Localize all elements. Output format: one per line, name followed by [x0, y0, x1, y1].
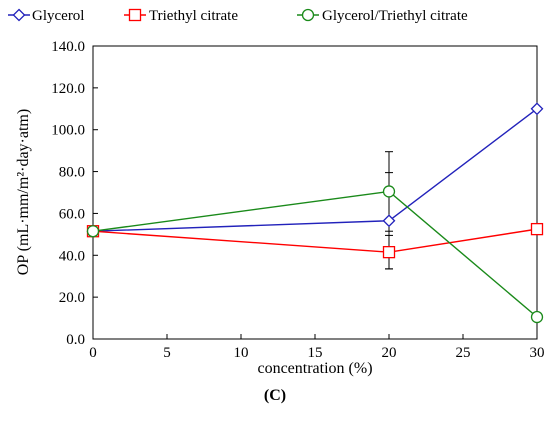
y-tick-label: 0.0 [66, 332, 85, 348]
x-axis-label: concentration (%) [257, 360, 372, 377]
legend: Glycerol Triethyl citrate Glycerol/Triethy… [8, 8, 468, 24]
axis-ticks: 0 5 10 15 20 25 30 0.0 20.0 40.0 60.0 80.0 100.0 120.… [51, 39, 544, 361]
x-tick-label: 15 [308, 345, 323, 361]
x-tick-label: 10 [234, 345, 249, 361]
legend-marker [301, 8, 315, 22]
x-tick-label: 5 [163, 345, 171, 361]
x-tick-label: 20 [382, 345, 397, 361]
data-point-marker [530, 222, 544, 236]
legend-marker [12, 8, 26, 22]
y-axis-label: OP (mL·mm/m²·day·atm) [15, 109, 32, 275]
data-point-marker [530, 310, 544, 324]
y-tick-label: 60.0 [59, 206, 85, 222]
data-point-marker [86, 225, 100, 238]
legend-label: Triethyl citrate [149, 8, 238, 24]
legend-label: Glycerol/Triethyl citrate [322, 8, 468, 24]
y-tick-label: 20.0 [59, 290, 85, 306]
series-markers [86, 102, 544, 324]
y-tick-label: 40.0 [59, 248, 85, 264]
series-line-2 [92, 190, 538, 318]
data-point-marker [382, 185, 396, 198]
y-tick-label: 100.0 [51, 123, 85, 139]
data-point-marker [382, 214, 396, 228]
error-bars [89, 151, 393, 270]
series-line-0 [92, 108, 538, 232]
data-point-marker [382, 245, 396, 259]
x-tick-label: 30 [530, 345, 545, 361]
x-tick-label: 0 [89, 345, 97, 361]
x-tick-label: 25 [456, 345, 471, 361]
figure-panel-caption: (C) [264, 387, 286, 404]
legend-label: Glycerol [32, 8, 84, 24]
plot-area-frame [92, 45, 538, 340]
series-lines [92, 108, 538, 318]
legend-marker [128, 8, 142, 22]
y-tick-label: 140.0 [51, 39, 85, 55]
y-tick-label: 80.0 [59, 165, 85, 181]
y-tick-label: 120.0 [51, 81, 85, 97]
data-point-marker [530, 102, 544, 116]
series-line-1 [92, 228, 538, 253]
